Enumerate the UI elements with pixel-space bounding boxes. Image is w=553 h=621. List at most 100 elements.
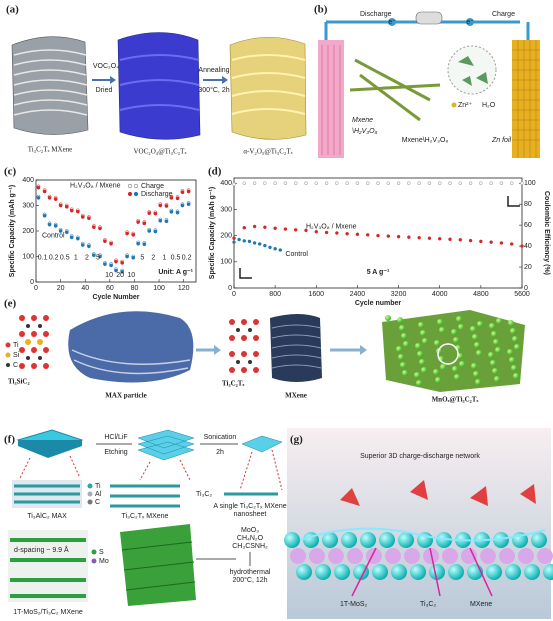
atom [524,564,540,580]
efficiency-point [365,181,370,185]
discharge-point [47,222,52,227]
caption: 1T-MoS₂/Ti₃C₂ MXene [13,609,83,616]
atom [404,548,420,564]
legend-symbol [127,191,133,197]
discharge-point [53,197,58,201]
atom [486,564,502,580]
atom [537,548,553,564]
discharge-point [91,253,96,258]
efficiency-point [499,181,504,185]
background [287,428,551,619]
capacity-point [273,246,277,251]
electron [466,18,474,26]
y-tick-label: 300 [220,206,232,213]
capacity-point [252,224,257,229]
texture [121,541,196,591]
capacity-point [278,248,283,252]
particle [513,373,519,379]
x-tick-label: 800 [269,291,281,298]
series-label: H₂V₃O₈ / Mxene [70,183,121,190]
discharge-point [64,230,69,235]
capacity-point [268,245,272,250]
discharge-point [69,235,74,240]
zoom-line [19,449,283,491]
particle [414,372,420,378]
particle [415,343,421,349]
legend: Zn²⁺ [458,102,473,109]
panel-label: (d) [208,166,222,178]
arrow-head [110,76,116,84]
discharge-point [186,189,191,194]
efficiency-point [417,181,421,185]
panel-g: (g) Superior 3D charge-discharge network… [284,428,553,619]
particle [403,341,409,347]
texture [321,45,341,155]
particle [396,346,402,352]
legend: Mo [99,558,109,565]
discharge-point [109,263,113,268]
particle [474,342,480,348]
legend-symbol [133,191,139,197]
nanosheet [241,435,283,453]
texture [119,54,200,111]
zn-label: Zn foil [491,137,512,144]
capacity-point [293,228,298,232]
zoom [437,343,459,365]
x-tick-label: 0 [232,291,236,298]
particle [434,340,440,346]
unit-label: Unit: A g⁻¹ [158,269,193,276]
discharge-point [136,220,141,224]
discharge-point [58,229,63,233]
x-tick-label: 2400 [350,291,366,298]
step: Dried [96,87,113,94]
particle [459,361,465,367]
discharge-point [114,259,118,264]
x-tick-label: 20 [57,285,65,292]
efficiency-point [314,181,319,185]
efficiency-point [396,181,401,185]
atom [531,532,547,548]
x-tick-label: 1600 [308,291,324,298]
capacity-point [417,235,421,240]
step: Sonication [204,434,237,441]
discharge-point [120,261,125,265]
nanowire [349,58,441,122]
particle [435,377,441,383]
atom [360,532,376,548]
x-tick-label: 5600 [514,291,530,298]
atoms [229,319,259,373]
atom [398,532,414,548]
efficiency-point [448,181,452,185]
zn-ion [451,102,457,108]
efficiency-point [489,181,493,185]
rate-label: 0.2 [182,255,192,262]
particle [491,331,497,337]
caption: VOC₂O₄@Ti₃C₂Tₓ [134,148,188,156]
discharge-point [114,268,118,273]
voc-block [117,32,201,140]
discharge-point [158,203,163,208]
particle [489,323,495,329]
composite [120,524,196,606]
efficiency-point [509,181,514,185]
efficiency-point [273,181,277,185]
caption: nanosheet [234,511,267,518]
particle [458,324,464,330]
panel-b: (b) Discharge Charge e⁻ e⁻ Mxene \H₂V₃O₈… [314,4,540,158]
spacing: d-spacing ~ 9.9 Å [14,545,69,554]
legend-label: Charge [141,183,164,190]
rate-label: 0.1 [38,255,48,262]
electron-label: e⁻ [466,19,474,26]
atom [480,548,496,564]
v2o5-block [229,36,307,140]
capacity-point [232,236,236,240]
y2-tick-label: 100 [524,180,536,187]
rate-label: 1 [74,255,78,262]
legend-symbol [133,183,139,189]
legend-dot [91,558,97,564]
center-label: Mxene\H₂V₃O₈ [402,137,449,144]
y2-axis-label: Coulombic Efficiency (%) [543,191,550,275]
discharge-point [75,209,80,214]
x-tick-label: 80 [131,285,139,292]
electron-label: e⁻ [388,19,396,26]
